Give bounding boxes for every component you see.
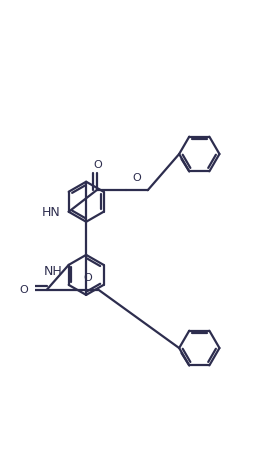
Text: O: O: [20, 285, 28, 294]
Text: O: O: [132, 173, 141, 183]
Text: O: O: [93, 160, 102, 170]
Text: O: O: [83, 273, 92, 283]
Text: HN: HN: [42, 206, 61, 219]
Text: NH: NH: [44, 265, 62, 278]
